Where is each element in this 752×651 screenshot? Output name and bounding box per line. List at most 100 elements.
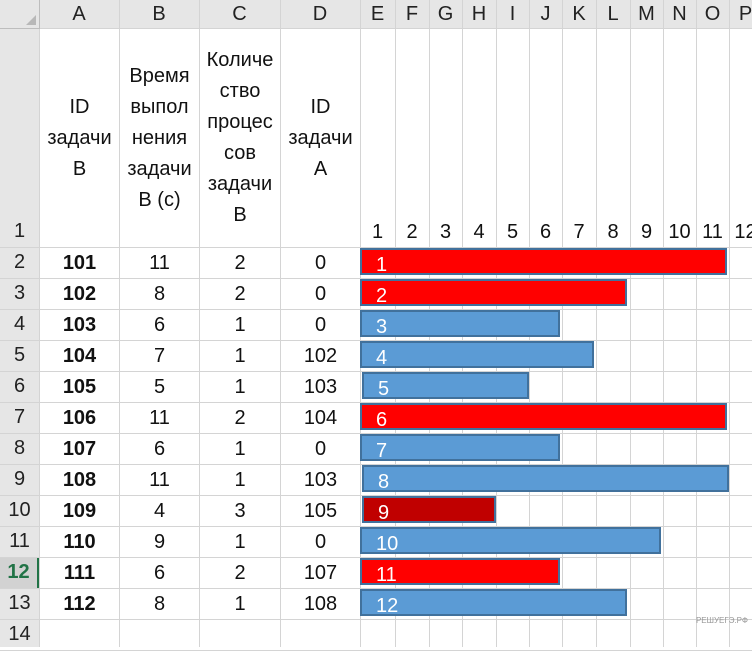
header-cell-time-b[interactable]: Время выпол нения задачи B (с) xyxy=(127,64,192,211)
cell-task-id[interactable]: 110 xyxy=(63,530,96,553)
cell-dependency-id[interactable]: 102 xyxy=(303,344,338,367)
cell-dependency-id[interactable]: 104 xyxy=(303,406,338,429)
header-cell-id-b[interactable]: ID задачи B xyxy=(47,95,112,180)
cell-process-count[interactable]: 1 xyxy=(234,437,246,460)
gridline-horizontal xyxy=(0,402,752,403)
cell-exec-time[interactable]: 11 xyxy=(149,406,170,429)
row-header-11[interactable]: 11 xyxy=(9,530,30,552)
row-header-6[interactable]: 6 xyxy=(13,375,26,397)
cell-dependency-id[interactable]: 0 xyxy=(314,313,327,336)
cell-task-id[interactable]: 111 xyxy=(63,561,96,584)
cell-task-id[interactable]: 102 xyxy=(62,282,97,305)
cell-process-count[interactable]: 1 xyxy=(234,313,246,336)
gantt-bar-label: 1 xyxy=(376,254,388,276)
cell-process-count[interactable]: 2 xyxy=(234,561,246,584)
select-all-button[interactable] xyxy=(0,0,40,29)
cell-process-count[interactable]: 3 xyxy=(234,499,246,522)
column-header-l[interactable]: L xyxy=(607,2,619,25)
cell-task-id[interactable]: 103 xyxy=(62,313,97,336)
cell-exec-time[interactable]: 11 xyxy=(149,468,170,491)
cell-task-id[interactable]: 101 xyxy=(62,251,97,274)
cell-task-id[interactable]: 105 xyxy=(62,375,97,398)
column-header-o[interactable]: O xyxy=(704,2,721,25)
gridline-horizontal xyxy=(0,557,752,558)
gridline-vertical xyxy=(119,0,120,647)
row-header-4[interactable]: 4 xyxy=(13,313,26,335)
cell-dependency-id[interactable]: 0 xyxy=(314,530,327,553)
cell-task-id[interactable]: 109 xyxy=(62,499,97,522)
column-header-e[interactable]: E xyxy=(370,2,385,25)
column-header-i[interactable]: I xyxy=(509,2,516,25)
gridline-vertical xyxy=(596,0,597,647)
row-header-2[interactable]: 2 xyxy=(13,251,26,273)
cell-exec-time[interactable]: 8 xyxy=(153,592,166,615)
cell-dependency-id[interactable]: 0 xyxy=(314,282,327,305)
cell-process-count[interactable]: 1 xyxy=(234,530,246,553)
cell-dependency-id[interactable]: 107 xyxy=(303,561,338,584)
cell-exec-time[interactable]: 4 xyxy=(153,499,166,522)
header-cell-processes-b[interactable]: Количе ство процес сов задачи B xyxy=(206,49,274,226)
column-header-k[interactable]: K xyxy=(572,2,586,25)
column-header-j[interactable]: J xyxy=(540,2,551,25)
row-header-7[interactable]: 7 xyxy=(13,406,26,428)
cell-exec-time[interactable]: 7 xyxy=(153,344,166,367)
gridline-vertical xyxy=(729,0,730,647)
cell-dependency-id[interactable]: 103 xyxy=(303,468,338,491)
column-header-m[interactable]: M xyxy=(638,2,655,25)
column-header-d[interactable]: D xyxy=(312,2,328,25)
cell-dependency-id[interactable]: 103 xyxy=(303,375,338,398)
column-header-h[interactable]: H xyxy=(471,2,487,25)
cell-process-count[interactable]: 1 xyxy=(234,375,246,398)
column-header-c[interactable]: C xyxy=(232,2,247,25)
gantt-bar-8: 8 xyxy=(362,465,729,493)
column-header-b[interactable]: B xyxy=(152,2,166,25)
row-header-8[interactable]: 8 xyxy=(13,437,26,459)
cell-process-count[interactable]: 1 xyxy=(234,344,246,367)
time-scale-label: 4 xyxy=(473,220,485,243)
cell-process-count[interactable]: 2 xyxy=(234,251,246,274)
gridline-horizontal xyxy=(0,619,752,620)
column-header-f[interactable]: F xyxy=(405,2,419,25)
row-header-1[interactable]: 1 xyxy=(13,220,26,242)
cell-exec-time[interactable]: 11 xyxy=(149,251,170,274)
cell-dependency-id[interactable]: 0 xyxy=(314,251,327,274)
column-header-g[interactable]: G xyxy=(437,2,454,25)
gantt-bar-label: 5 xyxy=(378,378,390,400)
cell-exec-time[interactable]: 6 xyxy=(153,437,166,460)
row-header-12[interactable]: 12 xyxy=(0,558,39,588)
cell-task-id[interactable]: 104 xyxy=(62,344,97,367)
cell-exec-time[interactable]: 8 xyxy=(153,282,166,305)
cell-exec-time[interactable]: 5 xyxy=(153,375,166,398)
cell-exec-time[interactable]: 9 xyxy=(153,530,166,553)
cell-dependency-id[interactable]: 105 xyxy=(303,499,338,522)
cell-task-id[interactable]: 108 xyxy=(62,468,97,491)
cell-task-id[interactable]: 106 xyxy=(62,406,97,429)
cell-process-count[interactable]: 1 xyxy=(234,592,246,615)
column-header-n[interactable]: N xyxy=(672,2,687,25)
row-header-5[interactable]: 5 xyxy=(13,344,26,366)
time-scale-label: 9 xyxy=(640,220,653,243)
cell-task-id[interactable]: 112 xyxy=(63,592,96,615)
gridline-horizontal xyxy=(0,464,752,465)
cell-task-id[interactable]: 107 xyxy=(62,437,97,460)
cell-dependency-id[interactable]: 108 xyxy=(303,592,338,615)
column-header-p[interactable]: P xyxy=(738,2,752,25)
row-header-14[interactable]: 14 xyxy=(8,623,31,645)
header-cell-id-a[interactable]: ID задачи A xyxy=(288,95,353,180)
gantt-bar-label: 7 xyxy=(376,440,388,462)
cell-process-count[interactable]: 2 xyxy=(234,282,246,305)
cell-dependency-id[interactable]: 0 xyxy=(314,437,327,460)
row-header-3[interactable]: 3 xyxy=(13,282,26,304)
time-scale-label: 2 xyxy=(406,220,418,243)
cell-process-count[interactable]: 2 xyxy=(234,406,246,429)
row-header-13[interactable]: 13 xyxy=(8,592,31,614)
time-scale-label: 5 xyxy=(506,220,519,243)
cell-process-count[interactable]: 1 xyxy=(234,468,246,491)
time-scale-label: 10 xyxy=(668,220,691,243)
row-header-9[interactable]: 9 xyxy=(13,468,26,490)
cell-exec-time[interactable]: 6 xyxy=(153,313,166,336)
cell-exec-time[interactable]: 6 xyxy=(153,561,166,584)
row-header-10[interactable]: 10 xyxy=(8,499,31,521)
column-header-a[interactable]: A xyxy=(72,2,86,25)
